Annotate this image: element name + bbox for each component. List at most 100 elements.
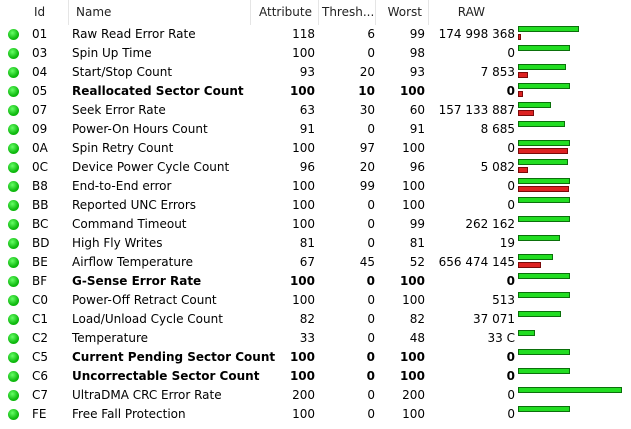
cell-name: Temperature — [72, 331, 149, 345]
cell-threshold: 0 — [367, 293, 375, 307]
cell-name: Current Pending Sector Count — [72, 350, 276, 364]
cell-id: B8 — [32, 179, 48, 193]
cell-threshold: 0 — [366, 350, 375, 364]
status-icon — [8, 29, 19, 40]
attribute-bar — [518, 368, 570, 374]
cell-attribute: 100 — [289, 274, 315, 288]
cell-worst: 81 — [409, 236, 425, 250]
status-icon — [8, 48, 19, 59]
cell-raw: 0 — [507, 388, 515, 402]
cell-raw: 0 — [507, 407, 515, 421]
cell-worst: 52 — [409, 255, 425, 269]
cell-id: 05 — [32, 84, 48, 98]
cell-worst: 96 — [409, 160, 425, 174]
status-icon — [8, 67, 19, 78]
cell-worst: 100 — [402, 141, 425, 155]
status-icon — [8, 333, 19, 344]
cell-worst: 100 — [399, 274, 425, 288]
cell-worst: 98 — [409, 46, 425, 60]
column-separator — [428, 0, 429, 25]
column-separator — [68, 0, 69, 25]
cell-attribute: 33 — [299, 331, 315, 345]
cell-worst: 93 — [409, 65, 425, 79]
cell-name: UltraDMA CRC Error Rate — [72, 388, 222, 402]
cell-id: BC — [32, 217, 49, 231]
cell-name: Reallocated Sector Count — [72, 84, 244, 98]
status-icon — [8, 124, 19, 135]
cell-attribute: 100 — [289, 350, 315, 364]
threshold-bar — [518, 148, 569, 154]
attribute-bar — [518, 254, 553, 260]
cell-attribute: 82 — [299, 312, 315, 326]
cell-threshold: 0 — [367, 331, 375, 345]
attribute-bar — [518, 140, 570, 146]
cell-worst: 100 — [402, 179, 425, 193]
attribute-bar — [518, 45, 570, 51]
attribute-bar — [518, 102, 551, 108]
attribute-bar — [518, 311, 561, 317]
attribute-bar — [518, 387, 622, 393]
cell-attribute: 100 — [289, 369, 315, 383]
cell-threshold: 0 — [367, 236, 375, 250]
attribute-bar — [518, 292, 570, 298]
cell-threshold: 0 — [366, 369, 375, 383]
cell-worst: 100 — [402, 407, 425, 421]
cell-raw: 33 C — [487, 331, 515, 345]
cell-attribute: 67 — [299, 255, 315, 269]
cell-attribute: 200 — [292, 388, 315, 402]
cell-attribute: 81 — [299, 236, 315, 250]
cell-threshold: 20 — [359, 160, 375, 174]
cell-worst: 48 — [409, 331, 425, 345]
cell-raw: 513 — [492, 293, 515, 307]
cell-attribute: 100 — [292, 179, 315, 193]
cell-threshold: 30 — [359, 103, 375, 117]
status-icon — [8, 409, 19, 420]
threshold-bar — [518, 72, 529, 78]
attribute-bar — [518, 235, 561, 241]
attribute-bar — [518, 178, 570, 184]
threshold-bar — [518, 186, 570, 192]
status-icon — [8, 314, 19, 325]
cell-attribute: 63 — [299, 103, 315, 117]
cell-attribute: 96 — [299, 160, 315, 174]
cell-worst: 82 — [409, 312, 425, 326]
status-icon — [8, 105, 19, 116]
cell-name: Spin Up Time — [72, 46, 152, 60]
cell-threshold: 0 — [367, 122, 375, 136]
cell-id: BB — [32, 198, 49, 212]
cell-name: High Fly Writes — [72, 236, 163, 250]
attribute-bar — [518, 216, 570, 222]
attribute-bar — [518, 197, 570, 203]
cell-name: Seek Error Rate — [72, 103, 166, 117]
cell-threshold: 45 — [359, 255, 375, 269]
status-icon — [8, 200, 19, 211]
cell-threshold: 10 — [358, 84, 375, 98]
column-separator — [250, 0, 251, 25]
cell-threshold: 0 — [367, 407, 375, 421]
cell-threshold: 0 — [367, 217, 375, 231]
attribute-bar — [518, 406, 570, 412]
cell-name: G-Sense Error Rate — [72, 274, 202, 288]
cell-attribute: 118 — [292, 27, 315, 41]
cell-threshold: 0 — [367, 198, 375, 212]
cell-id: C5 — [32, 350, 49, 364]
status-icon — [8, 295, 19, 306]
cell-raw: 0 — [506, 274, 515, 288]
cell-raw: 5 082 — [480, 160, 515, 174]
cell-attribute: 100 — [292, 217, 315, 231]
cell-id: BD — [32, 236, 50, 250]
status-icon — [8, 238, 19, 249]
threshold-bar — [518, 167, 529, 173]
cell-id: 07 — [32, 103, 48, 117]
cell-id: 01 — [32, 27, 48, 41]
cell-attribute: 100 — [292, 46, 315, 60]
cell-raw: 0 — [506, 369, 515, 383]
cell-id: C6 — [32, 369, 49, 383]
cell-threshold: 0 — [367, 46, 375, 60]
cell-threshold: 20 — [359, 65, 375, 79]
cell-name: Airflow Temperature — [72, 255, 194, 269]
status-icon — [8, 371, 19, 382]
cell-worst: 100 — [402, 293, 425, 307]
cell-threshold: 99 — [359, 179, 375, 193]
